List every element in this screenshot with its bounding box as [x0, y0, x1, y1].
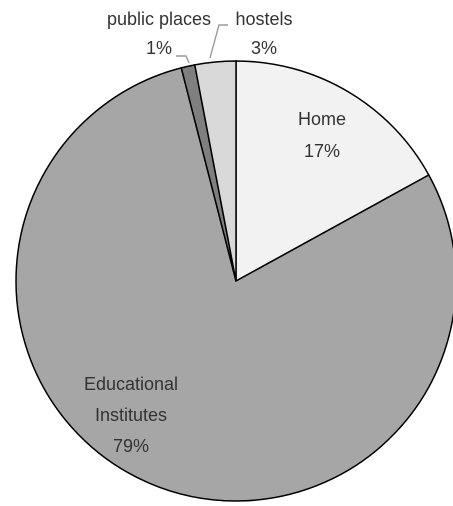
slice-label-home: Home: [298, 109, 346, 129]
slice-label-public-places: public places: [107, 9, 211, 29]
pie-slice-home: [235, 60, 430, 283]
leader-line-hostels: [209, 24, 228, 59]
slice-value-hostels: 3%: [251, 38, 277, 58]
slice-value-educational-institutes: 79%: [113, 436, 149, 456]
slice-label-hostels: hostels: [235, 9, 292, 29]
pie-slice-hostels: [193, 60, 237, 282]
leader-lines: [176, 24, 228, 64]
slice-label-educational-institutes-line2: Institutes: [95, 405, 167, 425]
pie-slice-educational-institutes: [15, 66, 453, 502]
slice-labels: Home 17% Educational Institutes 79% publ…: [84, 9, 346, 456]
slice-value-home: 17%: [304, 141, 340, 161]
pie-slices: [15, 60, 453, 502]
slice-label-educational-institutes-line1: Educational: [84, 374, 178, 394]
leader-line-public-places: [176, 55, 190, 64]
slice-value-public-places: 1%: [146, 38, 172, 58]
